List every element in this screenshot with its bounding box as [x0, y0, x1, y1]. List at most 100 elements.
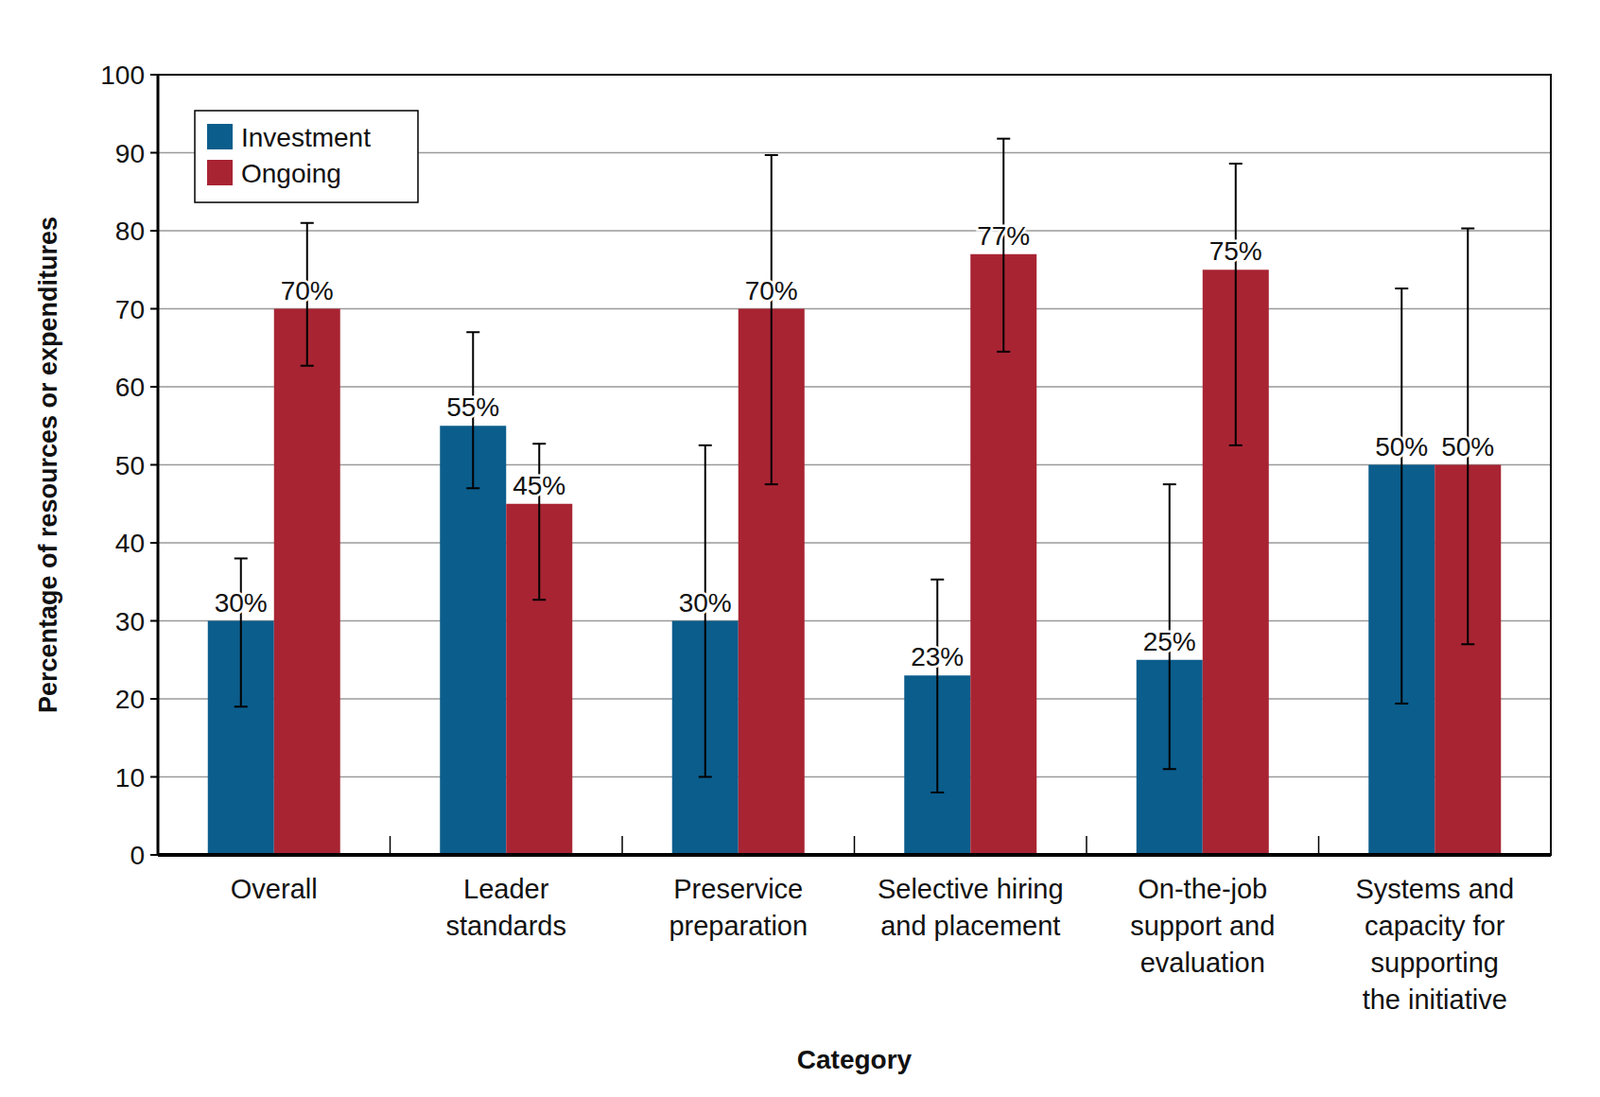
error-cap [300, 365, 314, 367]
y-tick-label: 60 [115, 372, 145, 402]
grid-line [157, 620, 1551, 623]
data-label: 55% [446, 392, 500, 422]
x-tick-label-line: Systems and [1355, 873, 1514, 905]
error-bar [1229, 163, 1243, 446]
error-bar [765, 155, 779, 485]
grid-line [157, 697, 1551, 700]
grid-line [157, 776, 1551, 779]
data-label: 50% [1441, 432, 1495, 462]
grid-line [157, 229, 1551, 232]
error-line [1400, 288, 1403, 704]
x-tick-label-line: capacity for [1364, 910, 1506, 941]
x-tick-label-line: the initiative [1362, 984, 1508, 1015]
plot-frame [157, 74, 1551, 855]
x-tick-label-line: and placement [880, 910, 1061, 941]
x-axis [157, 852, 1551, 857]
y-tick-label: 50 [115, 451, 145, 481]
error-cap [698, 776, 713, 779]
category-separator [389, 835, 392, 855]
error-cap [532, 598, 546, 601]
y-tick-label: 80 [115, 216, 145, 246]
error-line [538, 443, 540, 600]
x-tick-label: Preservice preparation [668, 873, 808, 941]
error-cap [466, 330, 480, 333]
error-line [770, 155, 773, 485]
error-bar [1394, 288, 1409, 704]
y-tick-label: 20 [115, 684, 145, 714]
data-label: 70% [280, 276, 334, 306]
error-cap [1394, 287, 1409, 290]
error-cap [234, 705, 248, 708]
bar [439, 425, 506, 855]
error-cap [1163, 767, 1177, 770]
y-tick-label: 40 [115, 528, 145, 558]
x-tick-label-line: support and [1130, 910, 1275, 941]
legend-label: Investment [241, 122, 371, 153]
error-cap [1229, 444, 1243, 447]
category-separator [853, 835, 856, 855]
x-tick-label: On-the-job support and evaluation [1130, 873, 1275, 978]
data-label: 30% [214, 588, 268, 618]
bar [274, 309, 341, 856]
y-tick-label: 0 [129, 840, 145, 870]
error-bar [234, 558, 248, 708]
x-tick-label-line: Overall [230, 873, 318, 905]
data-label: 25% [1143, 626, 1197, 657]
error-cap [1229, 162, 1243, 165]
y-tick-label: 90 [115, 139, 145, 169]
grid-line [157, 464, 1551, 467]
marks [208, 139, 1502, 855]
x-tick-label-line: Leader [463, 873, 550, 905]
x-tick-label-line: Preservice [673, 873, 803, 905]
category-separator [1085, 835, 1088, 855]
x-tick-label-line: standards [446, 910, 567, 941]
y-tick-label: 10 [115, 763, 145, 793]
x-tick-label: Leader standards [446, 873, 567, 941]
x-tick-label-line: On-the-job [1137, 873, 1268, 905]
category-separator [621, 835, 624, 855]
error-cap [1460, 227, 1475, 230]
y-axis [156, 74, 160, 855]
x-tick-label: Selective hiring and placement [877, 873, 1064, 941]
legend-label: Ongoing [241, 158, 342, 189]
legend-swatch [207, 159, 233, 186]
error-bar [532, 443, 546, 600]
x-tick-label: Overall [230, 873, 318, 905]
grid-line [157, 541, 1551, 544]
data-label: 77% [976, 221, 1030, 251]
y-tick-label: 70 [115, 295, 145, 325]
error-cap [996, 350, 1010, 353]
data-label: 23% [910, 642, 964, 672]
error-cap [1394, 702, 1409, 705]
error-cap [930, 791, 944, 794]
error-bar [930, 579, 944, 793]
data-label: 50% [1374, 432, 1428, 462]
x-tick-label: Systems and capacity for supporting the ini… [1355, 873, 1514, 1015]
x-tick-label-line: evaluation [1140, 947, 1266, 978]
error-cap [698, 444, 713, 447]
x-axis-title: Category [797, 1044, 913, 1075]
error-cap [466, 486, 480, 489]
error-cap [300, 222, 314, 225]
data-label: 70% [745, 276, 799, 306]
data-label: 45% [512, 470, 566, 501]
grid-line [157, 385, 1551, 388]
x-tick-label-line: supporting [1371, 947, 1499, 978]
chart: 0 10 20 30 40 50 60 70 80 90 100 30% 55% 30% 23% 25% 50%… [0, 0, 1600, 1097]
error-cap [765, 154, 779, 157]
y-axis-title: Percentage of resources or expenditures [34, 216, 63, 714]
legend: Investment Ongoing [194, 110, 418, 203]
category-separator [1318, 835, 1321, 855]
error-cap [532, 442, 546, 445]
error-line [240, 558, 243, 708]
data-label: 75% [1209, 236, 1263, 266]
y-tick-label: 30 [115, 607, 145, 637]
data-label: 30% [678, 588, 732, 618]
grid-line [157, 308, 1551, 311]
y-tick-label: 100 [100, 60, 145, 90]
legend-swatch [207, 123, 233, 150]
error-cap [930, 578, 944, 581]
x-tick-label-line: Selective hiring [877, 873, 1064, 905]
error-cap [1460, 643, 1475, 645]
x-tick-label-line: preparation [668, 910, 808, 941]
